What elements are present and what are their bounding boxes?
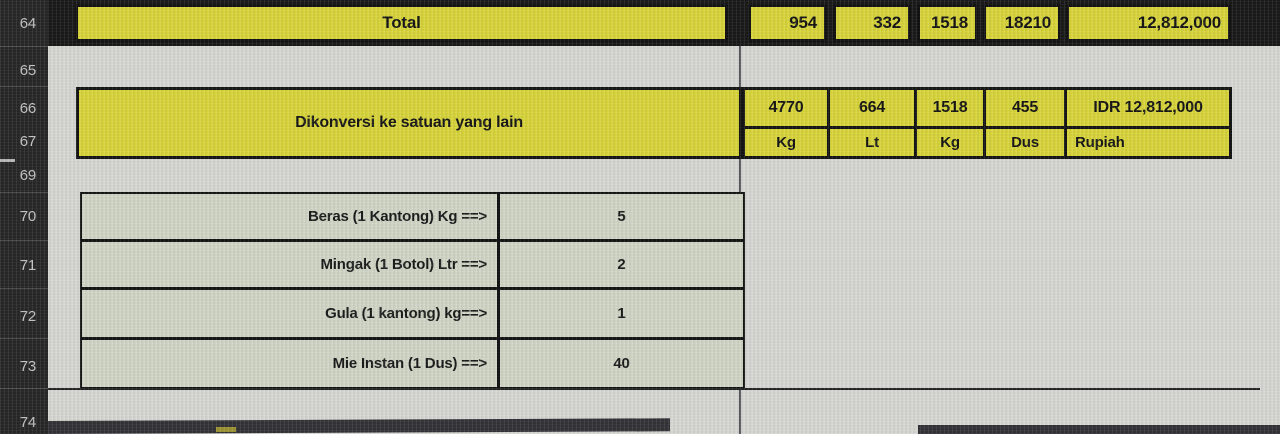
factor-value-beras[interactable]: 5 <box>500 194 743 239</box>
factor-label-minyak[interactable]: Mingak (1 Botol) Ltr ==> <box>82 242 497 287</box>
total-value-cell-3[interactable]: 1518 <box>917 4 978 42</box>
conversion-value-cell-lt[interactable]: 664 <box>830 90 914 126</box>
row-header-71[interactable]: 71 <box>19 257 36 274</box>
row-separator <box>0 192 48 193</box>
conversion-unit-cell-dus[interactable]: Dus <box>986 129 1064 156</box>
row-separator <box>0 86 48 87</box>
row-separator <box>0 388 48 389</box>
factor-label-gula[interactable]: Gula (1 kantong) kg==> <box>82 290 497 337</box>
row-separator <box>0 338 48 339</box>
factor-label-beras[interactable]: Beras (1 Kantong) Kg ==> <box>82 194 497 239</box>
conversion-summary-grid: 4770 664 1518 455 IDR 12,812,000 Kg Lt K… <box>742 87 1232 159</box>
row-separator <box>0 46 48 47</box>
row-header-70[interactable]: 70 <box>19 208 36 225</box>
conversion-unit-cell-rupiah[interactable]: Rupiah <box>1067 129 1229 156</box>
conversion-summary-title-cell[interactable]: Dikonversi ke satuan yang lain <box>76 87 742 159</box>
conversion-value-cell-kg1[interactable]: 4770 <box>745 90 827 126</box>
factor-value-mie-instan[interactable]: 40 <box>500 340 743 387</box>
conversion-factor-table: Beras (1 Kantong) Kg ==> 5 Mingak (1 Bot… <box>80 192 745 389</box>
row-header-73[interactable]: 73 <box>19 358 36 375</box>
conversion-value-cell-idr[interactable]: IDR 12,812,000 <box>1067 90 1229 126</box>
row-header-72[interactable]: 72 <box>19 308 36 325</box>
conversion-value-cell-dus[interactable]: 455 <box>986 90 1064 126</box>
total-value-cell-5[interactable]: 12,812,000 <box>1066 4 1231 42</box>
conversion-value-cell-kg2[interactable]: 1518 <box>917 90 983 126</box>
cropped-yellow-cell-sliver <box>216 427 236 432</box>
conversion-unit-cell-kg2[interactable]: Kg <box>917 129 983 156</box>
total-value-cell-2[interactable]: 332 <box>833 4 911 42</box>
row73-bottom-border <box>48 388 1260 390</box>
conversion-unit-cell-kg1[interactable]: Kg <box>745 129 827 156</box>
row-header-74[interactable]: 74 <box>19 414 36 431</box>
total-row-band: Total 954 332 1518 18210 12,812,000 <box>48 0 1280 46</box>
row-header-66[interactable]: 66 <box>19 100 36 117</box>
total-value-cell-1[interactable]: 954 <box>748 4 827 42</box>
row-separator <box>0 240 48 241</box>
row-header-64[interactable]: 64 <box>19 15 36 32</box>
row-header-67[interactable]: 67 <box>19 133 36 150</box>
row-separator <box>0 288 48 289</box>
cropped-next-row-strip-right <box>918 425 1280 434</box>
row-header-69[interactable]: 69 <box>19 167 36 184</box>
hidden-row-68-marker <box>0 159 15 162</box>
conversion-unit-cell-lt[interactable]: Lt <box>830 129 914 156</box>
factor-value-gula[interactable]: 1 <box>500 290 743 337</box>
row-header-column: 64 65 66 67 69 70 71 72 73 74 <box>0 0 48 434</box>
total-label-cell[interactable]: Total <box>75 4 728 42</box>
cropped-next-row-strip-left <box>47 418 671 434</box>
row-header-65[interactable]: 65 <box>19 62 36 79</box>
factor-label-mie-instan[interactable]: Mie Instan (1 Dus) ==> <box>82 340 497 387</box>
factor-value-minyak[interactable]: 2 <box>500 242 743 287</box>
total-value-cell-4[interactable]: 18210 <box>983 4 1061 42</box>
